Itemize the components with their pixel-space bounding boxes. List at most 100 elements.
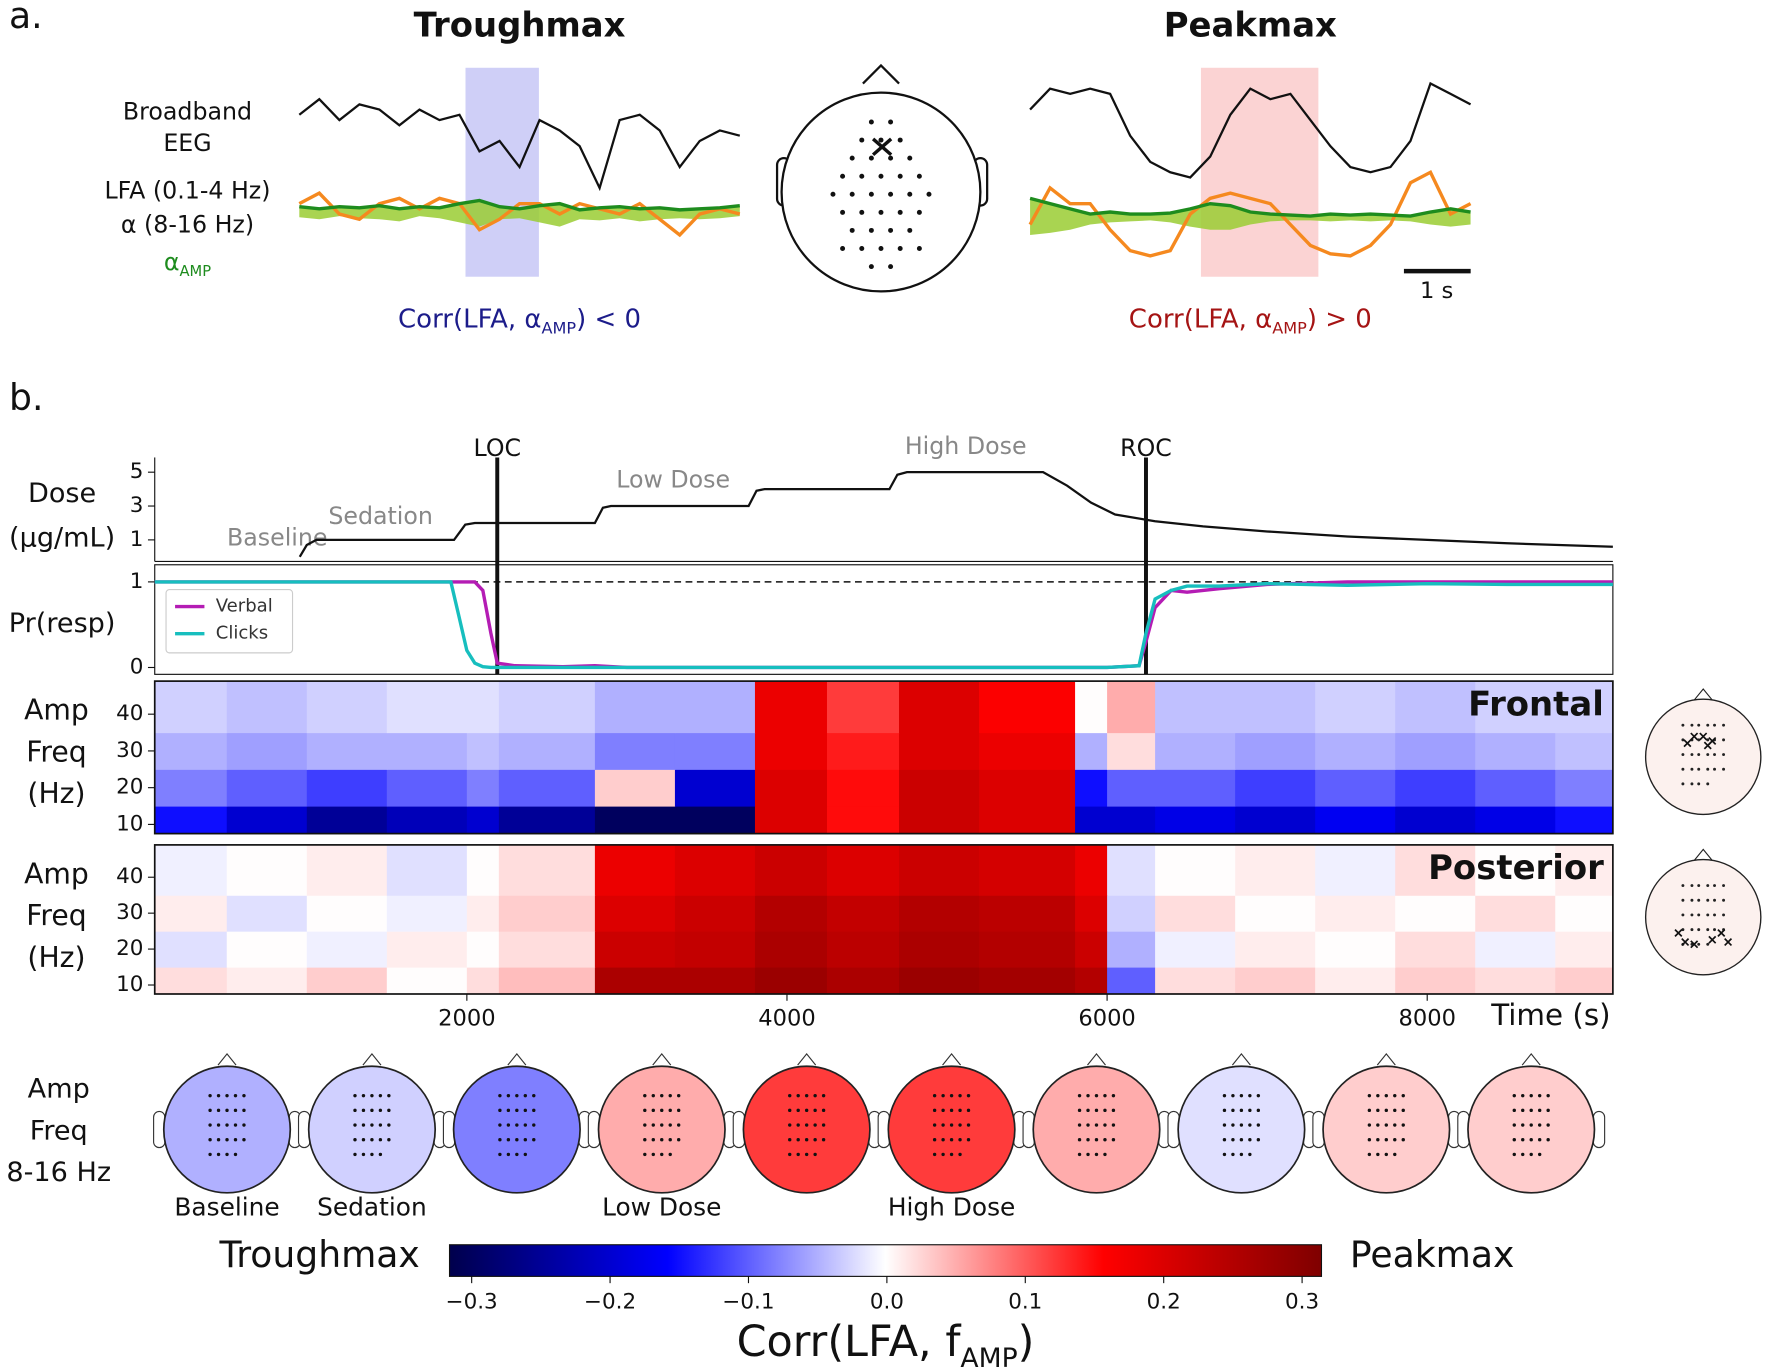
electrode (225, 1138, 229, 1142)
electrode (840, 246, 846, 251)
heat-cell (899, 844, 980, 896)
heat-cell (826, 895, 900, 932)
electrode (1690, 782, 1694, 786)
heat-cell (306, 967, 388, 995)
heat-cell (826, 769, 900, 807)
electrode (949, 1108, 954, 1113)
heat-cell (466, 769, 500, 807)
electrode (796, 1093, 800, 1098)
electrode (859, 209, 865, 215)
heat-cell (1395, 895, 1476, 932)
heat-cell (899, 895, 980, 932)
electrode (242, 1123, 246, 1127)
electrode (651, 1123, 655, 1127)
electrode (353, 1123, 357, 1127)
caption-text: ) < 0 (576, 304, 641, 334)
electrode (387, 1108, 391, 1113)
axis-label: Amp (24, 857, 89, 890)
electrode (804, 1123, 809, 1127)
heat-cell (1555, 732, 1614, 770)
electrode (1103, 1123, 1107, 1127)
electrode (1376, 1152, 1380, 1157)
heat-cell (899, 806, 980, 835)
electrode (1239, 1138, 1244, 1142)
electrode (532, 1123, 536, 1127)
electrode (788, 1138, 792, 1142)
heat-cell (498, 895, 596, 932)
heat-cell (1475, 967, 1556, 995)
electrode (651, 1138, 655, 1142)
highlight (1200, 67, 1319, 277)
electrode (888, 155, 894, 161)
topo-field (597, 1065, 726, 1194)
heat-cell (1475, 732, 1556, 770)
electrode (788, 1093, 792, 1098)
electrode (242, 1108, 246, 1113)
heat-cell (1555, 931, 1614, 968)
electrode (804, 1093, 809, 1098)
electrode (523, 1108, 528, 1113)
electrode (216, 1093, 221, 1098)
electrode (1384, 1152, 1388, 1157)
electrode (1706, 884, 1710, 888)
electrode (868, 191, 874, 197)
electrode (1231, 1108, 1235, 1113)
electrode (859, 173, 865, 179)
heat-cell (754, 844, 828, 896)
electrode (932, 1123, 937, 1127)
caption: Corr(LFA, fAMP) (737, 1317, 1035, 1369)
electrode (515, 1108, 519, 1113)
electrode (1537, 1152, 1542, 1157)
scale-label: 1 s (1420, 278, 1453, 304)
electrode (888, 191, 894, 197)
heat-cell (498, 681, 596, 734)
electrode (1706, 898, 1710, 902)
electrode (1248, 1093, 1252, 1098)
heat-cell (226, 967, 308, 995)
electrode (897, 173, 903, 179)
heat-cell (154, 967, 228, 995)
colorbar (448, 1244, 1323, 1277)
electrode (907, 191, 913, 197)
topo-field (1032, 1065, 1161, 1194)
heat-cell (1235, 844, 1316, 896)
selected-electrode (1690, 940, 1699, 949)
heat-cell (594, 806, 676, 835)
heat-cell (154, 844, 228, 896)
electrode (1706, 723, 1710, 727)
electrode (506, 1108, 511, 1113)
electrode (523, 1093, 528, 1098)
heat-cell (1475, 806, 1556, 835)
electrode (1546, 1138, 1550, 1142)
heat-cell (1155, 806, 1236, 835)
electrode (1384, 1123, 1388, 1127)
axis-label: (µg/mL) (9, 522, 115, 553)
x-tick-label: 0.0 (870, 1289, 904, 1314)
selected-electrode (1717, 929, 1726, 937)
electrode (1697, 782, 1701, 786)
heat-cell (594, 931, 676, 968)
electrode (796, 1123, 800, 1127)
electrode (859, 137, 865, 143)
heat-cell (226, 681, 308, 734)
electrode (1103, 1108, 1107, 1113)
electrode (958, 1152, 962, 1157)
electrode (233, 1123, 238, 1127)
electrode (926, 191, 932, 197)
electrode (1713, 753, 1716, 756)
electrode (1681, 782, 1685, 786)
electrode (1722, 738, 1726, 742)
electrode (643, 1093, 647, 1098)
electrode (1384, 1108, 1388, 1113)
electrode (1248, 1123, 1252, 1127)
y-tick-label: 3 (130, 493, 144, 518)
phase-label: Low Dose (616, 466, 730, 494)
head-nose (1087, 1052, 1106, 1066)
heat-cell (1155, 769, 1236, 807)
heat-cell (466, 732, 500, 770)
heat-cell (226, 769, 308, 807)
electrode (1239, 1093, 1244, 1098)
heat-cell (154, 769, 228, 807)
electrode (1376, 1123, 1380, 1127)
electrodes (830, 119, 932, 270)
